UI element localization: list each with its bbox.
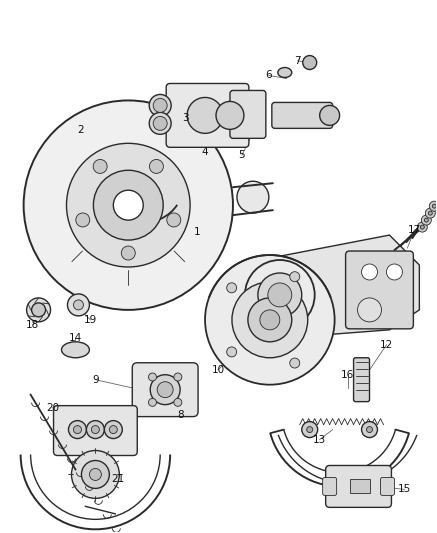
Text: 19: 19 bbox=[84, 315, 97, 325]
Circle shape bbox=[361, 264, 378, 280]
FancyBboxPatch shape bbox=[230, 91, 266, 139]
Text: 4: 4 bbox=[202, 147, 208, 157]
Text: 20: 20 bbox=[46, 402, 59, 413]
Circle shape bbox=[227, 283, 237, 293]
Circle shape bbox=[357, 298, 382, 322]
Circle shape bbox=[31, 303, 45, 317]
Circle shape bbox=[149, 398, 156, 406]
Text: 12: 12 bbox=[380, 340, 393, 350]
Circle shape bbox=[386, 264, 402, 280]
FancyBboxPatch shape bbox=[132, 363, 198, 417]
FancyBboxPatch shape bbox=[53, 406, 137, 456]
Circle shape bbox=[227, 347, 237, 357]
Circle shape bbox=[90, 469, 101, 480]
Text: 16: 16 bbox=[341, 370, 354, 379]
Circle shape bbox=[432, 204, 436, 208]
Text: 7: 7 bbox=[295, 55, 301, 66]
Circle shape bbox=[421, 215, 431, 225]
Circle shape bbox=[290, 272, 300, 281]
Text: 2: 2 bbox=[77, 125, 84, 135]
Circle shape bbox=[67, 294, 90, 316]
Text: 13: 13 bbox=[313, 434, 326, 445]
Circle shape bbox=[94, 170, 163, 240]
FancyBboxPatch shape bbox=[272, 102, 333, 128]
Circle shape bbox=[153, 99, 167, 112]
Circle shape bbox=[109, 425, 117, 433]
Circle shape bbox=[303, 55, 317, 69]
FancyBboxPatch shape bbox=[346, 251, 413, 329]
Text: 18: 18 bbox=[26, 320, 39, 330]
FancyBboxPatch shape bbox=[354, 358, 370, 402]
Text: 6: 6 bbox=[266, 70, 272, 80]
Circle shape bbox=[167, 213, 181, 227]
Ellipse shape bbox=[278, 68, 292, 77]
Circle shape bbox=[248, 298, 292, 342]
Bar bbox=[350, 480, 370, 494]
Circle shape bbox=[150, 375, 180, 405]
Circle shape bbox=[72, 450, 119, 498]
Ellipse shape bbox=[149, 94, 171, 116]
Circle shape bbox=[174, 373, 182, 381]
Text: 15: 15 bbox=[398, 484, 411, 495]
Circle shape bbox=[320, 106, 340, 125]
Circle shape bbox=[428, 211, 432, 215]
Text: 10: 10 bbox=[212, 365, 225, 375]
Circle shape bbox=[157, 382, 173, 398]
Circle shape bbox=[24, 100, 233, 310]
Circle shape bbox=[93, 159, 107, 173]
Text: 5: 5 bbox=[239, 150, 245, 160]
Circle shape bbox=[76, 213, 90, 227]
Circle shape bbox=[153, 116, 167, 131]
Text: 14: 14 bbox=[69, 333, 82, 343]
Circle shape bbox=[187, 98, 223, 133]
Circle shape bbox=[27, 298, 51, 322]
Circle shape bbox=[205, 255, 335, 385]
Circle shape bbox=[425, 208, 435, 218]
Circle shape bbox=[429, 201, 437, 211]
Circle shape bbox=[69, 421, 87, 439]
Circle shape bbox=[149, 159, 163, 173]
Circle shape bbox=[237, 181, 269, 213]
Text: 9: 9 bbox=[92, 375, 99, 385]
Text: 17: 17 bbox=[408, 225, 421, 235]
Circle shape bbox=[420, 225, 424, 229]
FancyBboxPatch shape bbox=[166, 84, 249, 147]
FancyBboxPatch shape bbox=[381, 478, 395, 495]
Circle shape bbox=[149, 373, 156, 381]
FancyBboxPatch shape bbox=[326, 465, 392, 507]
Text: 3: 3 bbox=[182, 114, 188, 123]
Circle shape bbox=[290, 358, 300, 368]
Text: 8: 8 bbox=[177, 410, 184, 419]
Circle shape bbox=[81, 461, 109, 488]
Text: 21: 21 bbox=[112, 474, 125, 484]
Circle shape bbox=[260, 310, 280, 330]
Circle shape bbox=[87, 421, 104, 439]
Circle shape bbox=[232, 282, 308, 358]
Circle shape bbox=[302, 422, 318, 438]
Circle shape bbox=[424, 218, 428, 222]
Polygon shape bbox=[240, 235, 420, 340]
Circle shape bbox=[121, 246, 135, 260]
Circle shape bbox=[73, 300, 83, 310]
Circle shape bbox=[113, 190, 143, 220]
Circle shape bbox=[73, 425, 81, 433]
FancyBboxPatch shape bbox=[323, 478, 336, 495]
Circle shape bbox=[174, 398, 182, 406]
Circle shape bbox=[216, 101, 244, 130]
Circle shape bbox=[104, 421, 122, 439]
Circle shape bbox=[361, 422, 378, 438]
Circle shape bbox=[258, 273, 302, 317]
Circle shape bbox=[66, 143, 190, 267]
Circle shape bbox=[307, 426, 313, 433]
Circle shape bbox=[91, 425, 99, 433]
Circle shape bbox=[367, 426, 372, 433]
Ellipse shape bbox=[149, 112, 171, 134]
Text: 1: 1 bbox=[194, 227, 201, 237]
Circle shape bbox=[268, 283, 292, 307]
Circle shape bbox=[417, 222, 427, 232]
Ellipse shape bbox=[62, 342, 90, 358]
